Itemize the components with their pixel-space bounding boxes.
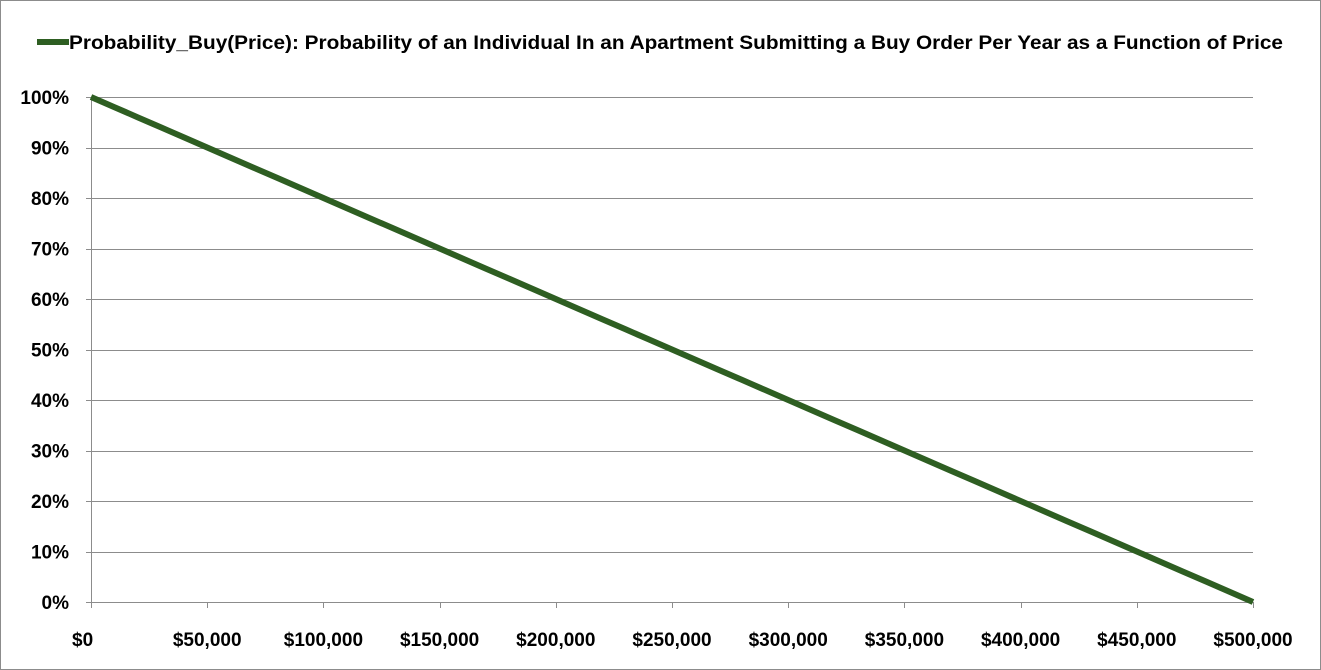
x-tick-label: $300,000 [749, 630, 828, 651]
x-tick-label: $450,000 [1097, 630, 1176, 651]
x-tick-label: $250,000 [632, 630, 711, 651]
series-line [89, 94, 1255, 605]
x-tick-label: $400,000 [981, 630, 1060, 651]
legend: Probability_Buy(Price): Probability of a… [37, 33, 1283, 54]
x-tick-label: $0 [72, 630, 93, 651]
y-tick-label: 0% [42, 593, 70, 614]
y-tick-label: 20% [31, 492, 69, 513]
legend-label: Probability_Buy(Price): Probability of a… [69, 33, 1283, 54]
y-tick-label: 90% [31, 139, 69, 160]
x-tick-label: $50,000 [173, 630, 242, 651]
y-tick-label: 50% [31, 341, 69, 362]
y-tick-labels: 0% 10% 20% 30% 40% 50% 60% 70% 80% 90% 100% [20, 88, 69, 614]
y-tick-label: 10% [31, 543, 69, 564]
series-layer [89, 94, 1255, 605]
y-tick-label: 100% [20, 88, 69, 109]
x-tick-label: $500,000 [1213, 630, 1292, 651]
y-tick-label: 30% [31, 442, 69, 463]
y-tick-label: 80% [31, 189, 69, 210]
x-tick-label: $100,000 [284, 630, 363, 651]
y-tick-label: 60% [31, 290, 69, 311]
axes [86, 97, 1254, 608]
y-tick-label: 40% [31, 391, 69, 412]
x-tick-label: $150,000 [400, 630, 479, 651]
gridlines [91, 97, 1253, 553]
x-tick-label: $200,000 [516, 630, 595, 651]
x-tick-labels: $0 $50,000 $100,000 $150,000 $200,000 $250,00… [72, 630, 1293, 651]
x-tick-label: $350,000 [865, 630, 944, 651]
y-tick-label: 70% [31, 240, 69, 261]
